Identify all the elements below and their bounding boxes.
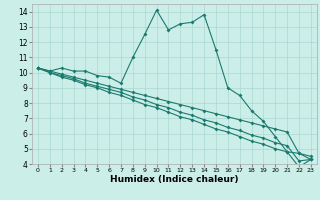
X-axis label: Humidex (Indice chaleur): Humidex (Indice chaleur) — [110, 175, 239, 184]
